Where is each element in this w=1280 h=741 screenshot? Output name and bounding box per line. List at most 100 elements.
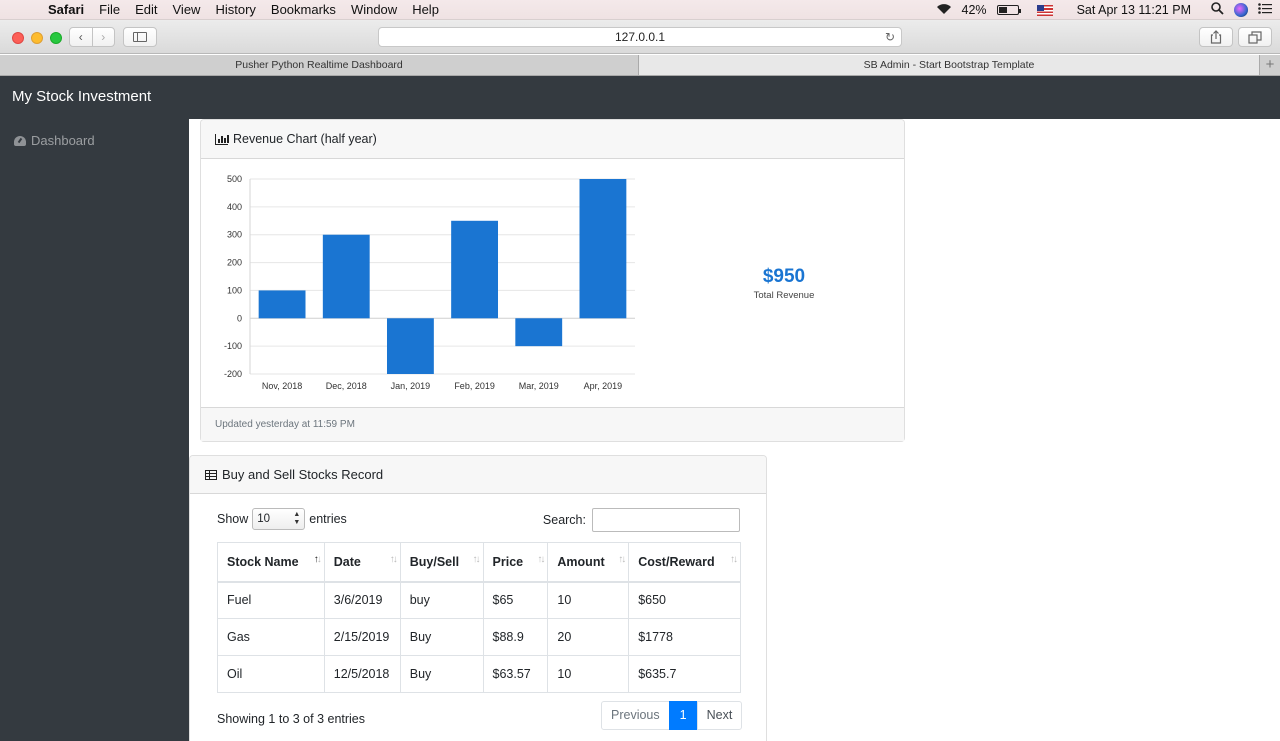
siri-icon[interactable] (1234, 3, 1248, 17)
column-header-cost-reward[interactable]: Cost/Reward ↑↓ (628, 542, 741, 583)
select-updown-icon: ▲ ▼ (293, 511, 301, 526)
entries-per-page-value: 10 (257, 513, 271, 525)
menu-file[interactable]: File (99, 2, 121, 17)
menubar-status-area: 42% Sat Apr 13 11:21 PM (936, 0, 1272, 20)
table-header-row: Stock Name ↑↓ Date ↑↓ Buy/Sell ↑↓ Price ↑↓ A… (217, 542, 741, 583)
cell-price: $65 (482, 581, 549, 619)
back-button[interactable]: ‹ (78, 30, 83, 44)
menu-help[interactable]: Help (412, 2, 439, 17)
revenue-chart-card: Revenue Chart (half year) 500 400 300 200 10… (200, 119, 905, 442)
cell-stock-name: Fuel (217, 581, 325, 619)
sidebar-toggle-button[interactable] (123, 27, 157, 47)
table-search-input[interactable] (592, 508, 740, 532)
menubar-clock[interactable]: Sat Apr 13 11:21 PM (1076, 3, 1191, 17)
total-revenue-label: Total Revenue (753, 290, 815, 301)
y-tick-label: 0 (237, 313, 242, 323)
column-header-date[interactable]: Date ↑↓ (323, 542, 401, 583)
column-header-label: Buy/Sell (409, 554, 460, 569)
bar (579, 179, 627, 319)
address-bar[interactable]: 127.0.0.1 ↻ (378, 27, 902, 47)
revenue-bar-chart-svg: 500 400 300 200 100 0 -100 -200 Nov, 2018 Dec, 20… (224, 174, 635, 391)
new-tab-plus-icon[interactable]: + (1259, 55, 1280, 75)
bar (515, 318, 563, 347)
y-tick-label: 500 (227, 174, 242, 184)
app-navbar: My Stock Investment (0, 76, 1280, 119)
entries-per-page-select[interactable]: 10 ▲ ▼ (252, 508, 306, 530)
sort-icon: ↑↓ (389, 554, 398, 565)
battery-percent: 42% (961, 3, 987, 17)
cell-stock-name: Oil (217, 655, 325, 693)
forward-button[interactable]: › (91, 28, 115, 46)
y-tick-label: 400 (227, 202, 242, 212)
y-tick-label: -100 (224, 341, 242, 351)
browser-tab-pusher-dashboard[interactable]: Pusher Python Realtime Dashboard (0, 55, 639, 75)
sidebar-item-dashboard[interactable]: Dashboard (14, 133, 95, 148)
stock-records-card: Buy and Sell Stocks Record Show 10 ▲ ▼ en… (189, 455, 767, 741)
sidebar-item-label: Dashboard (31, 133, 95, 148)
reload-icon[interactable]: ↻ (884, 30, 895, 44)
spotlight-search-icon[interactable] (1211, 2, 1224, 18)
menu-window[interactable]: Window (350, 2, 398, 17)
sort-icon: ↑↓ (618, 554, 626, 565)
column-header-price[interactable]: Price ↑↓ (482, 542, 549, 583)
column-header-label: Price (492, 554, 524, 569)
cell-cost-reward: $650 (628, 581, 741, 619)
menu-history[interactable]: History (215, 2, 256, 17)
share-icon (1210, 30, 1222, 44)
window-close-button[interactable] (12, 32, 24, 44)
app-sidebar: Dashboard (0, 119, 189, 741)
menu-view[interactable]: View (172, 2, 201, 17)
cell-cost-reward: $1778 (628, 618, 741, 656)
dashboard-gauge-icon (14, 135, 26, 146)
window-zoom-button[interactable] (50, 32, 62, 44)
column-header-stock-name[interactable]: Stock Name ↑↓ (217, 542, 325, 583)
cell-date: 12/5/2018 (323, 655, 401, 693)
column-header-amount[interactable]: Amount ↑↓ (547, 542, 630, 583)
cell-buy-sell: Buy (399, 655, 484, 693)
pagination-next-button[interactable]: Next (696, 701, 743, 730)
pagination-previous-button[interactable]: Previous (601, 701, 670, 730)
cell-price: $63.57 (482, 655, 549, 693)
updated-timestamp: Updated yesterday at 11:59 PM (215, 419, 355, 430)
menu-bookmarks[interactable]: Bookmarks (270, 2, 336, 17)
share-button[interactable] (1199, 27, 1233, 47)
show-tabs-button[interactable] (1238, 27, 1272, 47)
cell-buy-sell: buy (399, 581, 484, 619)
menu-app-safari[interactable]: Safari (48, 2, 85, 17)
x-tick-label: Mar, 2019 (519, 381, 559, 391)
cell-date: 2/15/2019 (323, 618, 401, 656)
cell-buy-sell: Buy (399, 618, 484, 656)
navbar-brand[interactable]: My Stock Investment (12, 88, 152, 105)
main-content: Revenue Chart (half year) 500 400 300 200 10… (189, 119, 1280, 741)
column-header-label: Cost/Reward (638, 554, 715, 569)
window-minimize-button[interactable] (31, 32, 43, 44)
history-nav-group: ‹ › (69, 27, 115, 47)
column-header-label: Amount (557, 554, 605, 569)
cell-price: $88.9 (482, 618, 549, 656)
cell-stock-name: Gas (217, 618, 325, 656)
records-card-title: Buy and Sell Stocks Record (222, 467, 384, 482)
input-source-flag-icon[interactable] (1036, 4, 1053, 16)
records-card-header: Buy and Sell Stocks Record (190, 456, 766, 494)
x-tick-label: Feb, 2019 (454, 381, 495, 391)
stock-records-table: Stock Name ↑↓ Date ↑↓ Buy/Sell ↑↓ Price ↑↓ A… (217, 542, 741, 693)
menu-edit[interactable]: Edit (135, 2, 158, 17)
pagination-page-1-button[interactable]: 1 (668, 701, 698, 730)
cell-amount: 10 (547, 655, 630, 693)
table-row: Fuel 3/6/2019 buy $65 10 $650 (217, 581, 741, 619)
sort-icon: ↑↓ (472, 554, 481, 565)
table-row: Gas 2/15/2019 Buy $88.9 20 $1778 (217, 618, 741, 656)
total-revenue-value: $950 (762, 266, 806, 287)
table-icon (205, 469, 217, 480)
column-header-buy-sell[interactable]: Buy/Sell ↑↓ (399, 542, 484, 583)
entries-label: entries (309, 512, 347, 526)
notification-center-icon[interactable] (1258, 3, 1272, 17)
entries-length-control: Show 10 ▲ ▼ entries (217, 508, 347, 530)
table-search-control: Search: (543, 508, 740, 532)
table-row: Oil 12/5/2018 Buy $63.57 10 $635.7 (217, 655, 741, 693)
browser-tab-sb-admin[interactable]: SB Admin - Start Bootstrap Template (639, 55, 1259, 75)
wifi-icon[interactable] (936, 3, 952, 18)
battery-icon[interactable] (996, 5, 1021, 15)
browser-toolbar: ‹ › 127.0.0.1 ↻ (0, 20, 1280, 54)
x-tick-label: Apr, 2019 (584, 381, 623, 391)
